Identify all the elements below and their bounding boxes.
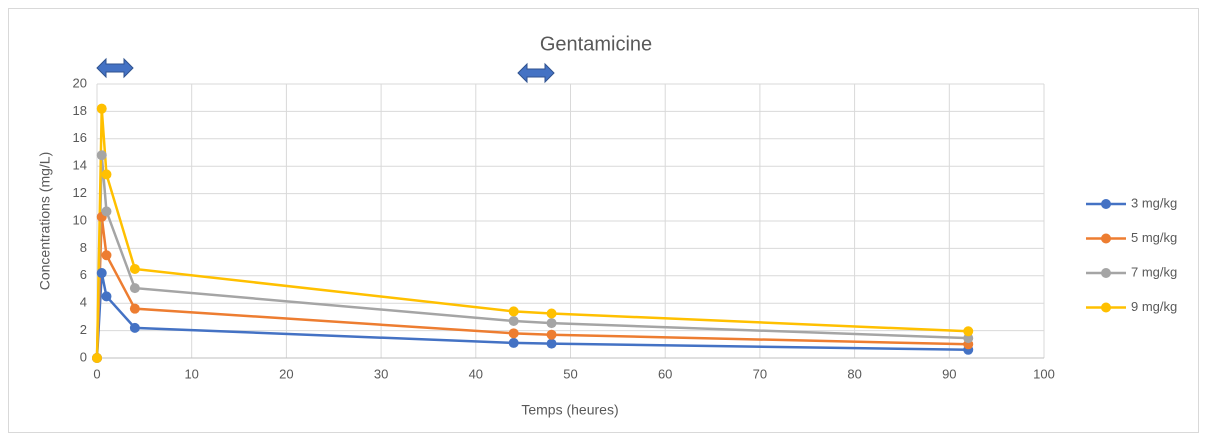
data-point [129, 322, 140, 333]
data-point [101, 169, 112, 180]
data-point [546, 308, 557, 319]
y-tick-label: 4 [80, 295, 87, 310]
y-axis-label: Concentrations (mg/L) [37, 152, 53, 291]
data-point [508, 306, 519, 317]
data-point [963, 333, 974, 344]
y-tick-label: 18 [73, 103, 87, 118]
x-axis-label: Temps (heures) [521, 402, 618, 418]
y-tick-label: 6 [80, 267, 87, 282]
legend-label: 3 mg/kg [1131, 195, 1177, 210]
legend-label: 7 mg/kg [1131, 264, 1177, 279]
data-point [963, 326, 974, 337]
x-tick-label: 10 [184, 366, 198, 381]
data-point [96, 103, 107, 114]
data-point [129, 303, 140, 314]
y-tick-label: 8 [80, 240, 87, 255]
x-tick-label: 80 [847, 366, 861, 381]
x-tick-label: 70 [753, 366, 767, 381]
dosing-arrow [96, 57, 555, 84]
x-tick-label: 40 [469, 366, 483, 381]
data-point [546, 338, 557, 349]
data-point [129, 263, 140, 274]
y-tick-label: 20 [73, 75, 87, 90]
y-tick-label: 14 [73, 158, 87, 173]
data-point [546, 329, 557, 340]
data-point [96, 268, 107, 279]
legend-marker [1101, 199, 1111, 209]
y-tick-label: 0 [80, 349, 87, 364]
data-point [96, 150, 107, 161]
legend-label: 5 mg/kg [1131, 230, 1177, 245]
y-tick-label: 12 [73, 185, 87, 200]
y-tick-label: 2 [80, 322, 87, 337]
legend-marker [1101, 233, 1111, 244]
y-tick-label: 16 [73, 130, 87, 145]
data-point [508, 337, 519, 348]
x-tick-label: 20 [279, 366, 293, 381]
data-point [101, 291, 112, 302]
x-tick-label: 0 [93, 366, 100, 381]
data-point [546, 318, 557, 329]
x-tick-label: 50 [563, 366, 577, 381]
x-tick-label: 90 [942, 366, 956, 381]
data-point [508, 328, 519, 339]
data-point [92, 353, 102, 363]
x-tick-label: 60 [658, 366, 672, 381]
y-tick-label: 10 [73, 212, 87, 227]
data-point [101, 206, 112, 217]
chart-title: Gentamicine [540, 33, 652, 55]
data-point [129, 283, 140, 294]
x-tick-label: 100 [1033, 366, 1055, 381]
legend-marker [1101, 302, 1111, 313]
legend-label: 9 mg/kg [1131, 299, 1177, 314]
legend-marker [1101, 268, 1111, 278]
data-point [508, 316, 519, 327]
x-tick-label: 30 [374, 366, 388, 381]
data-point [101, 250, 112, 261]
